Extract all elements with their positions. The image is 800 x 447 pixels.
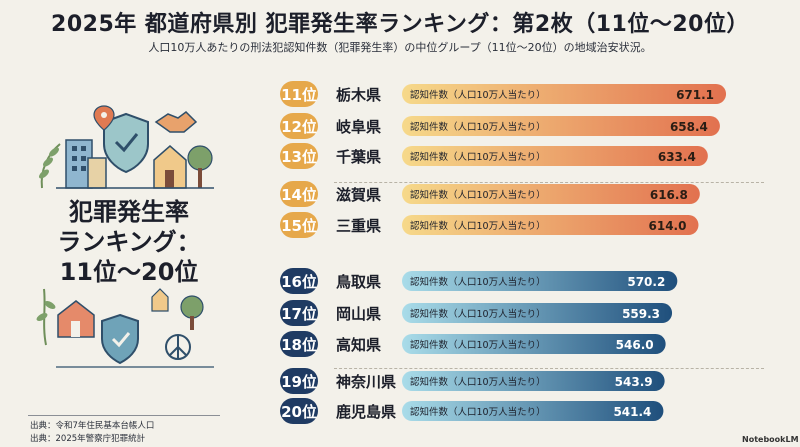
prefecture-label: 岐阜県 (336, 118, 381, 136)
rank-label: 18位 (281, 336, 317, 354)
rank-badge (280, 398, 318, 424)
bar-label: 認知件数（人口10万人当たり） (410, 121, 546, 133)
shield-check-icon (101, 313, 139, 365)
prefecture-label: 岡山県 (336, 305, 381, 323)
rank-badge (280, 300, 318, 326)
tree-icon (151, 288, 204, 330)
bar-label: 認知件数（人口10万人当たり） (410, 308, 546, 320)
bar-label: 認知件数（人口10万人当たり） (410, 220, 546, 232)
house-icon (153, 145, 187, 189)
value-label: 633.4 (658, 150, 696, 164)
value-label: 559.3 (622, 307, 660, 321)
rank-badge (280, 368, 318, 394)
rank-badge (280, 113, 318, 139)
bar (402, 84, 727, 104)
prefecture-label: 滋賀県 (336, 186, 381, 204)
value-label: 541.4 (613, 405, 651, 419)
handshake-icon (154, 111, 198, 133)
brand-label: NotebookLM (742, 435, 799, 444)
community-peace-illustration (36, 288, 214, 368)
prefecture-label: 鹿児島県 (336, 403, 396, 421)
bar (402, 116, 720, 136)
rank-label: 16位 (281, 273, 317, 291)
value-label: 543.9 (615, 375, 653, 389)
prefecture-label: 高知県 (336, 336, 381, 354)
group-divider (334, 368, 764, 369)
page-subtitle: 人口10万人あたりの刑法犯認知件数（犯罪発生率）の中位グループ（11位〜20位）… (148, 41, 652, 54)
rank-label: 19位 (281, 373, 317, 391)
peace-icon (165, 334, 191, 360)
source-divider (28, 415, 220, 416)
bar-label: 認知件数（人口10万人当たり） (410, 406, 546, 418)
group-divider (334, 182, 764, 183)
value-label: 570.2 (627, 275, 665, 289)
bar (402, 371, 665, 391)
rank-badge (280, 81, 318, 107)
rank-badge (280, 331, 318, 357)
bar-label: 認知件数（人口10万人当たり） (410, 151, 546, 163)
rank-label: 11位 (281, 86, 317, 104)
prefecture-label: 神奈川県 (336, 373, 396, 391)
rank-label: 14位 (281, 186, 317, 204)
bar-label: 認知件数（人口10万人当たり） (410, 276, 546, 288)
bar (402, 184, 700, 204)
bar (402, 303, 673, 323)
section-label: 犯罪発生率 ランキング： 11位〜20位 (24, 197, 234, 287)
rank-label: 20位 (281, 403, 317, 421)
value-label: 658.4 (670, 120, 708, 134)
section-label-line3: 11位〜20位 (59, 258, 199, 286)
section-label-line1: 犯罪発生率 (69, 198, 189, 226)
rank-label: 15位 (281, 217, 317, 235)
bar-label: 認知件数（人口10万人当たり） (410, 89, 546, 101)
page-title: 2025年 都道府県別 犯罪発生率ランキング：第2枚（11位〜20位） (51, 12, 749, 37)
bar-label: 認知件数（人口10万人当たり） (410, 339, 546, 351)
value-label: 546.0 (616, 338, 654, 352)
bar (402, 271, 678, 291)
source-line-population: 出典：令和7年住民基本台帳人口 (30, 421, 155, 431)
bar-label: 認知件数（人口10万人当たり） (410, 376, 546, 388)
rank-badge (280, 143, 318, 169)
house-icon (57, 300, 95, 338)
tree-icon (187, 145, 213, 188)
prefecture-label: 三重県 (336, 217, 381, 235)
rank-badge (280, 268, 318, 294)
rank-label: 12位 (281, 118, 317, 136)
building-icon (65, 139, 107, 189)
prefecture-label: 鳥取県 (336, 273, 381, 291)
value-label: 671.1 (676, 88, 714, 102)
leaf-decoration-icon (36, 288, 56, 346)
bar (402, 334, 666, 354)
leaf-decoration-icon (39, 143, 61, 189)
rank-label: 13位 (281, 148, 317, 166)
value-label: 616.8 (650, 188, 688, 202)
source-line-police: 出典：2025年警察庁犯罪統計 (30, 434, 146, 444)
rank-label: 17位 (281, 305, 317, 323)
prefecture-label: 栃木県 (336, 86, 381, 104)
bar (402, 401, 664, 421)
section-label-line2: ランキング： (57, 228, 201, 256)
location-pin-icon (93, 105, 115, 131)
bar-label: 認知件数（人口10万人当たり） (410, 189, 546, 201)
bar (402, 215, 699, 235)
value-label: 614.0 (649, 219, 687, 233)
bar (402, 146, 708, 166)
rank-badge (280, 212, 318, 238)
prefecture-label: 千葉県 (336, 148, 381, 166)
city-security-illustration (39, 105, 214, 189)
shield-check-icon (103, 112, 149, 174)
rank-badge (280, 181, 318, 207)
